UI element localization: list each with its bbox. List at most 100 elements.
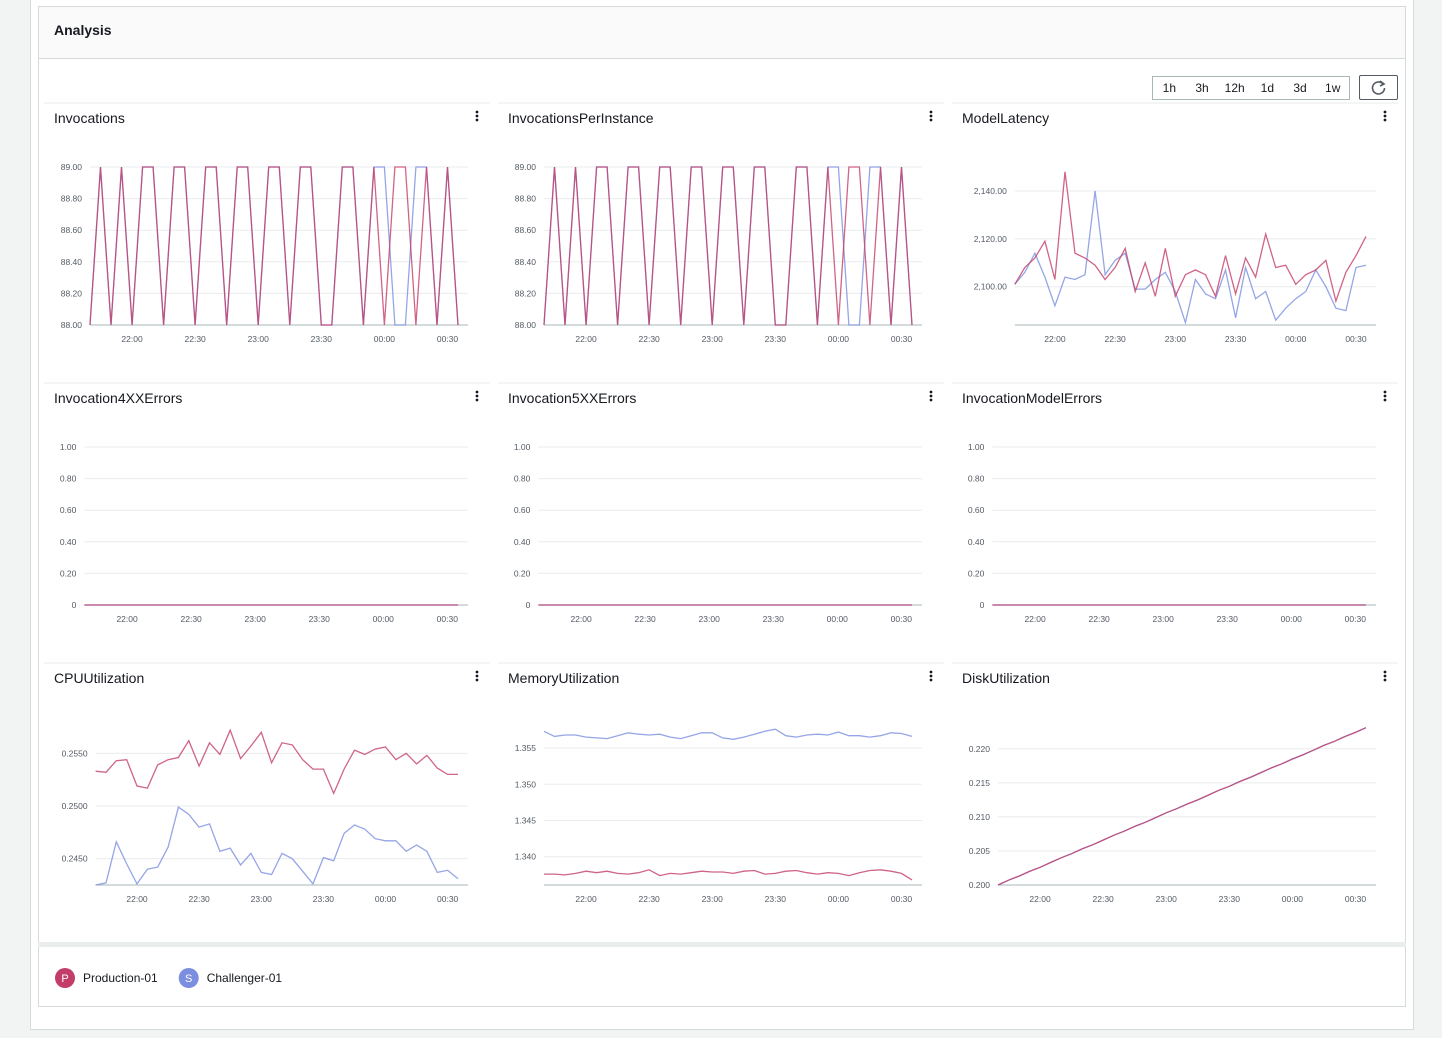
y-tick-label: 1.00	[60, 442, 77, 452]
y-tick-label: 0.20	[968, 568, 985, 578]
series-line	[89, 166, 459, 326]
y-tick-label: 88.60	[61, 225, 83, 235]
x-tick-label: 00:00	[827, 614, 849, 624]
x-tick-label: 23:30	[763, 614, 785, 624]
x-tick-label: 00:30	[437, 614, 459, 624]
x-tick-label: 23:00	[248, 334, 270, 344]
y-tick-label: 88.00	[515, 320, 537, 330]
menu-dot	[1383, 670, 1387, 674]
menu-dot	[1383, 678, 1387, 682]
series-line	[89, 166, 459, 326]
series-line	[95, 728, 458, 796]
x-tick-label: 22:00	[121, 334, 143, 344]
y-tick-label: 0.215	[969, 778, 991, 788]
x-tick-label: 00:30	[1345, 894, 1367, 904]
x-tick-label: 23:00	[251, 894, 273, 904]
x-tick-label: 22:00	[116, 614, 138, 624]
y-tick-label: 0.60	[514, 505, 531, 515]
x-tick-label: 22:30	[639, 334, 661, 344]
menu-dot	[1383, 674, 1387, 678]
y-tick-label: 88.20	[515, 288, 537, 298]
y-tick-label: 0.40	[60, 537, 77, 547]
y-tick-label: 0	[72, 600, 77, 610]
x-tick-label: 23:00	[702, 894, 724, 904]
series-line	[1014, 171, 1367, 304]
x-tick-label: 23:00	[702, 334, 724, 344]
y-tick-label: 0.80	[514, 474, 531, 484]
time-range-button[interactable]: 1w	[1325, 81, 1341, 95]
y-tick-label: 0.2500	[62, 801, 88, 811]
x-tick-label: 22:00	[570, 614, 592, 624]
chart-title: ModelLatency	[962, 110, 1049, 126]
time-range-button[interactable]: 1d	[1260, 81, 1275, 95]
time-range-button[interactable]: 1h	[1162, 81, 1177, 95]
series-line	[543, 166, 913, 326]
y-tick-label: 88.60	[515, 225, 537, 235]
y-tick-label: 1.00	[968, 442, 985, 452]
legend-label: Challenger-01	[207, 971, 283, 985]
y-tick-label: 88.80	[61, 194, 83, 204]
time-range-button[interactable]: 12h	[1224, 81, 1245, 95]
chart-title: CPUUtilization	[54, 670, 144, 686]
x-tick-label: 23:30	[311, 334, 333, 344]
y-tick-label: 88.20	[61, 288, 83, 298]
y-tick-label: 0.80	[968, 474, 985, 484]
legend-label: Production-01	[83, 971, 158, 985]
menu-dot	[1383, 110, 1387, 114]
menu-dot	[929, 110, 933, 114]
x-tick-label: 00:00	[374, 334, 396, 344]
y-tick-label: 0.220	[969, 744, 991, 754]
x-tick-label: 23:00	[245, 614, 267, 624]
x-tick-label: 00:00	[1281, 614, 1303, 624]
time-range-button[interactable]: 3h	[1195, 81, 1209, 95]
series-line	[543, 166, 913, 326]
y-tick-label: 1.345	[515, 815, 537, 825]
x-tick-label: 22:30	[635, 614, 657, 624]
x-tick-label: 23:00	[1153, 614, 1175, 624]
refresh-button[interactable]	[1359, 75, 1398, 100]
menu-dot	[929, 390, 933, 394]
chart-title: MemoryUtilization	[508, 670, 619, 686]
x-tick-label: 23:00	[699, 614, 721, 624]
series-line	[1014, 190, 1367, 326]
menu-dot	[475, 390, 479, 394]
y-tick-label: 89.00	[515, 162, 537, 172]
x-tick-label: 00:30	[437, 894, 459, 904]
refresh-arc	[1371, 81, 1386, 95]
menu-dot	[1383, 118, 1387, 122]
y-tick-label: 2,140.00	[974, 186, 1007, 196]
refresh-arrow	[1379, 80, 1386, 87]
menu-dot	[929, 394, 933, 398]
panel-title: Analysis	[54, 22, 112, 38]
menu-dot	[1383, 114, 1387, 118]
y-tick-label: 0.80	[60, 474, 77, 484]
legend-badge-letter: P	[61, 973, 68, 985]
x-tick-label: 00:00	[1285, 334, 1307, 344]
x-tick-label: 22:00	[575, 894, 597, 904]
x-tick-label: 00:00	[373, 614, 395, 624]
x-tick-label: 22:30	[181, 614, 203, 624]
menu-dot	[929, 398, 933, 402]
x-tick-label: 23:30	[313, 894, 335, 904]
x-tick-label: 23:30	[1225, 334, 1247, 344]
time-range-button[interactable]: 3d	[1293, 81, 1307, 95]
chart-title: Invocation5XXErrors	[508, 390, 636, 406]
y-tick-label: 2,120.00	[974, 234, 1007, 244]
menu-dot	[475, 118, 479, 122]
series-line	[543, 728, 913, 740]
y-tick-label: 88.80	[515, 194, 537, 204]
x-tick-label: 00:00	[1282, 894, 1304, 904]
x-tick-label: 00:30	[437, 334, 459, 344]
chart-title: Invocations	[54, 110, 125, 126]
legend-badge-letter: S	[185, 973, 192, 985]
y-tick-label: 89.00	[61, 162, 83, 172]
x-tick-label: 22:00	[1044, 334, 1066, 344]
menu-dot	[929, 678, 933, 682]
menu-dot	[929, 674, 933, 678]
series-line	[544, 869, 913, 881]
y-tick-label: 0.20	[514, 568, 531, 578]
menu-dot	[475, 110, 479, 114]
y-tick-label: 0	[980, 600, 985, 610]
